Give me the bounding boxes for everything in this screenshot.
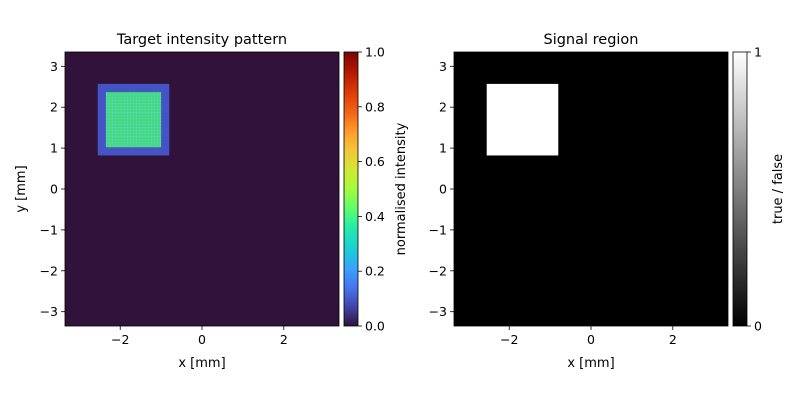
colorbar-tick-label: 0.6 bbox=[365, 154, 385, 169]
colorbar-tick-label: 0.2 bbox=[365, 264, 385, 279]
colorbar-tick-label: 0.4 bbox=[365, 209, 385, 224]
chart-title: Target intensity pattern bbox=[116, 32, 287, 48]
x-tick-label: 0 bbox=[198, 332, 206, 347]
y-tick-label: −2 bbox=[429, 263, 447, 278]
colorbar-tick-label: 1 bbox=[754, 45, 762, 60]
y-axis-label: y [mm] bbox=[14, 165, 29, 212]
x-axis-label: x [mm] bbox=[567, 356, 614, 371]
panel-target-intensity: Target intensity pattern −2 0 2 −3 −2 −1 0 1 2 3… bbox=[14, 32, 409, 371]
y-tick-label: −3 bbox=[40, 304, 58, 319]
y-tick-label: −3 bbox=[429, 304, 447, 319]
colorbar bbox=[732, 51, 748, 327]
x-tick-label: 2 bbox=[280, 332, 288, 347]
y-tick-label: 2 bbox=[50, 100, 58, 115]
y-tick-label: 1 bbox=[50, 141, 58, 156]
x-tick-label: −2 bbox=[500, 332, 518, 347]
y-tick-label: 0 bbox=[50, 182, 58, 197]
colorbar-tick-label: 1.0 bbox=[365, 45, 385, 60]
colorbar-tick-label: 0.0 bbox=[365, 319, 385, 334]
y-tick-label: −2 bbox=[40, 263, 58, 278]
x-axis-label: x [mm] bbox=[178, 356, 225, 371]
y-tick-label: 1 bbox=[439, 141, 447, 156]
y-tick-label: 3 bbox=[439, 59, 447, 74]
signal-region-core bbox=[105, 92, 162, 148]
colorbar-tick-label: 0.8 bbox=[365, 99, 385, 114]
signal-region bbox=[486, 83, 559, 156]
x-tick-label: 0 bbox=[587, 332, 595, 347]
chart-title: Signal region bbox=[543, 32, 638, 48]
x-tick-label: −2 bbox=[111, 332, 129, 347]
y-tick-label: −1 bbox=[40, 222, 58, 237]
colorbar-label: normalised intensity bbox=[394, 122, 409, 255]
colorbar-label: true / false bbox=[771, 154, 786, 224]
y-tick-label: 2 bbox=[439, 100, 447, 115]
y-tick-label: 0 bbox=[439, 182, 447, 197]
y-tick-label: −1 bbox=[429, 222, 447, 237]
x-tick-label: 2 bbox=[669, 332, 677, 347]
colorbar-tick-label: 0 bbox=[754, 319, 762, 334]
colorbar bbox=[343, 51, 359, 327]
y-tick-label: 3 bbox=[50, 59, 58, 74]
